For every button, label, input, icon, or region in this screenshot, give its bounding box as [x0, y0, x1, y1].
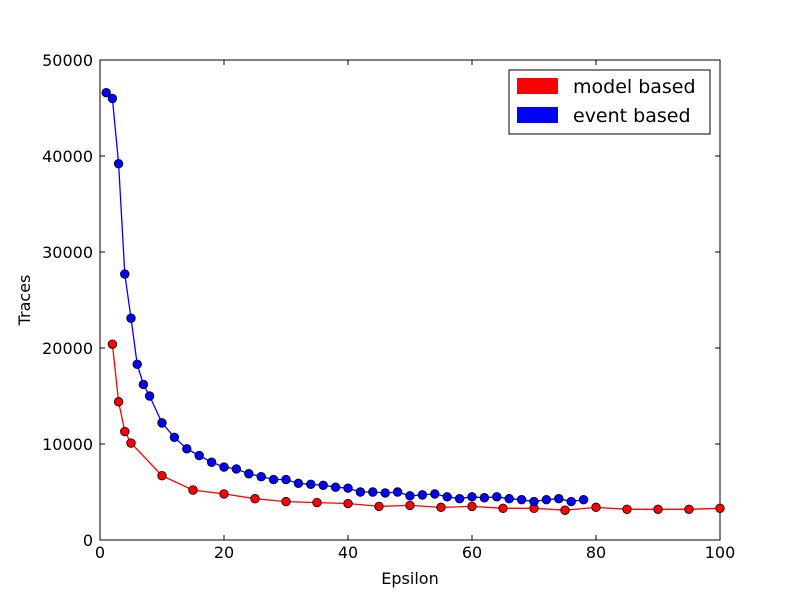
data-point-event-based	[479, 493, 490, 503]
data-point-event-based	[330, 482, 341, 492]
x-tick-label: 60	[462, 543, 482, 562]
data-point-model-based	[343, 498, 353, 509]
data-point-event-based	[182, 444, 192, 454]
y-tick-label: 30000	[42, 243, 93, 262]
y-tick-label: 50000	[42, 51, 93, 70]
legend-swatch-model-based	[517, 78, 558, 94]
x-tick-label: 0	[95, 543, 105, 562]
data-point-model-based	[622, 504, 632, 514]
y-tick-label: 40000	[42, 147, 93, 166]
x-tick-label: 40	[338, 543, 358, 562]
data-point-model-based	[120, 426, 130, 437]
legend-label-model-based: model based	[573, 76, 696, 98]
legend-swatch-event-based	[517, 107, 558, 123]
plot-area	[99, 59, 721, 541]
data-point-model-based	[157, 470, 167, 481]
data-point-event-based	[355, 487, 366, 497]
data-point-event-based	[492, 492, 502, 502]
data-point-event-based	[454, 494, 465, 504]
data-point-event-based	[101, 87, 111, 98]
data-point-model-based	[498, 503, 508, 514]
data-point-event-based	[504, 494, 514, 504]
data-point-model-based	[126, 438, 136, 448]
data-point-event-based	[219, 462, 229, 472]
data-point-model-based	[281, 496, 291, 507]
data-point-event-based	[113, 158, 124, 169]
y-tick-label: 20000	[42, 339, 93, 358]
data-point-event-based	[417, 490, 428, 500]
legend-label-event-based: event based	[573, 105, 691, 127]
data-point-event-based	[405, 491, 415, 501]
data-point-model-based	[436, 502, 446, 513]
series-layer	[101, 87, 725, 515]
series-model-based	[107, 339, 725, 515]
x-tick-label: 20	[214, 543, 234, 562]
data-point-event-based	[529, 496, 539, 507]
data-point-event-based	[256, 471, 266, 482]
data-point-event-based	[157, 418, 167, 428]
data-point-model-based	[219, 489, 229, 499]
axis-ticks: 0 20 40 60 80 100 0 10000 20000 30000 40000 50000	[42, 51, 735, 562]
data-point-model-based	[715, 503, 725, 514]
data-point-event-based	[467, 492, 477, 502]
data-point-event-based	[231, 464, 242, 474]
data-point-model-based	[250, 494, 260, 504]
x-axis-label: Epsilon	[381, 569, 438, 588]
data-point-event-based	[430, 489, 440, 499]
data-point-model-based	[653, 504, 663, 514]
data-point-event-based	[268, 474, 279, 485]
data-point-event-based	[516, 494, 527, 505]
data-point-model-based	[467, 501, 477, 512]
data-point-event-based	[318, 480, 328, 490]
legend: model based event based	[508, 69, 711, 135]
data-point-event-based	[281, 474, 291, 485]
y-tick-label: 0	[83, 531, 93, 550]
data-point-event-based	[554, 494, 564, 504]
data-point-model-based	[312, 497, 322, 508]
data-point-model-based	[188, 485, 198, 495]
data-point-model-based	[374, 501, 384, 512]
data-point-event-based	[541, 494, 552, 505]
data-point-event-based	[126, 313, 136, 323]
data-point-event-based	[392, 487, 403, 497]
x-tick-label: 100	[705, 543, 736, 562]
data-point-event-based	[578, 494, 589, 505]
data-point-event-based	[343, 483, 353, 493]
data-point-model-based	[405, 500, 415, 511]
data-point-event-based	[368, 487, 378, 497]
data-point-model-based	[591, 502, 601, 513]
y-axis-label: Traces	[15, 275, 34, 327]
data-point-event-based	[380, 488, 390, 498]
data-point-model-based	[107, 339, 118, 349]
data-point-model-based	[684, 504, 694, 514]
data-point-event-based	[206, 457, 217, 467]
data-point-event-based	[120, 269, 130, 279]
data-point-event-based	[244, 469, 254, 479]
data-point-event-based	[293, 478, 304, 489]
data-point-event-based	[107, 93, 118, 104]
data-point-event-based	[138, 379, 149, 390]
data-point-model-based	[113, 397, 124, 407]
x-tick-label: 80	[586, 543, 606, 562]
data-point-event-based	[306, 479, 316, 490]
data-point-event-based	[169, 432, 180, 442]
data-point-event-based	[566, 496, 576, 507]
data-point-event-based	[194, 450, 204, 461]
data-point-event-based	[442, 492, 452, 502]
data-point-model-based	[560, 505, 570, 515]
y-tick-label: 10000	[42, 435, 93, 454]
series-event-based	[101, 87, 589, 507]
data-point-event-based	[144, 391, 155, 401]
data-point-event-based	[132, 359, 142, 370]
